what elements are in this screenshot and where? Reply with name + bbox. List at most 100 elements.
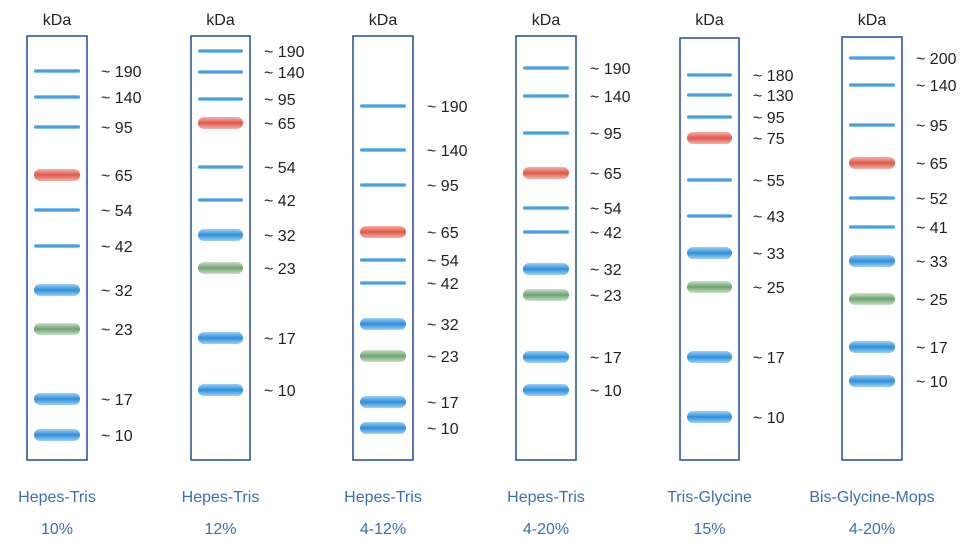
gel-percentage: 12% — [204, 521, 236, 538]
band-25-kda — [687, 281, 732, 293]
band-label: ~ 65 — [916, 156, 948, 173]
band-10-kda — [198, 384, 243, 396]
band-label: ~ 32 — [427, 317, 459, 334]
band-label: ~ 140 — [101, 90, 142, 107]
band-label: ~ 200 — [916, 51, 957, 68]
band-43-kda — [687, 214, 732, 218]
band-label: ~ 25 — [916, 292, 948, 309]
band-190-kda — [198, 49, 243, 53]
band-label: ~ 23 — [427, 349, 459, 366]
band-140-kda — [849, 83, 895, 87]
band-label: ~ 130 — [753, 88, 794, 105]
band-95-kda — [523, 131, 569, 135]
unit-label: kDa — [206, 12, 235, 29]
band-label: ~ 32 — [264, 228, 296, 245]
band-label: ~ 10 — [916, 374, 948, 391]
band-65-kda — [360, 226, 406, 238]
band-190-kda — [523, 66, 569, 70]
buffer-name: Hepes-Tris — [182, 489, 260, 506]
gel-percentage: 15% — [693, 521, 725, 538]
band-23-kda — [360, 350, 406, 362]
band-label: ~ 95 — [753, 110, 785, 127]
band-label: ~ 140 — [427, 143, 468, 160]
band-label: ~ 10 — [101, 428, 133, 445]
band-95-kda — [687, 115, 732, 119]
band-130-kda — [687, 93, 732, 97]
band-75-kda — [687, 132, 732, 144]
band-label: ~ 75 — [753, 131, 785, 148]
unit-label: kDa — [369, 12, 398, 29]
band-33-kda — [849, 255, 895, 267]
band-label: ~ 180 — [753, 68, 794, 85]
band-label: ~ 54 — [590, 201, 622, 218]
band-52-kda — [849, 196, 895, 200]
band-32-kda — [523, 263, 569, 275]
ladder-lanes: kDa ~ 190 ~ 140 ~ 95 ~ 65 ~ 54 ~ 42 ~ 32 ~ 23 ~ 1… — [18, 12, 956, 538]
unit-label: kDa — [695, 12, 724, 29]
band-17-kda — [360, 396, 406, 408]
band-140-kda — [34, 95, 80, 99]
band-42-kda — [34, 244, 80, 248]
gel-percentage: 4-20% — [849, 521, 895, 538]
band-200-kda — [849, 56, 895, 60]
band-23-kda — [523, 289, 569, 301]
band-label: ~ 65 — [101, 168, 133, 185]
band-95-kda — [34, 125, 80, 129]
band-42-kda — [360, 281, 406, 285]
band-label: ~ 43 — [753, 209, 785, 226]
band-23-kda — [34, 323, 80, 335]
band-label: ~ 17 — [753, 350, 785, 367]
band-140-kda — [198, 70, 243, 74]
band-41-kda — [849, 225, 895, 229]
band-label: ~ 17 — [590, 350, 622, 367]
band-label: ~ 95 — [916, 118, 948, 135]
buffer-name: Hepes-Tris — [507, 489, 585, 506]
band-17-kda — [523, 351, 569, 363]
band-190-kda — [34, 69, 80, 73]
band-180-kda — [687, 73, 732, 77]
buffer-name: Hepes-Tris — [344, 489, 422, 506]
band-54-kda — [34, 208, 80, 212]
band-10-kda — [360, 422, 406, 434]
band-label: ~ 23 — [590, 288, 622, 305]
band-label: ~ 140 — [916, 78, 957, 95]
band-label: ~ 190 — [427, 99, 468, 116]
band-95-kda — [198, 97, 243, 101]
band-42-kda — [198, 198, 243, 202]
band-label: ~ 42 — [427, 276, 459, 293]
band-label: ~ 190 — [264, 44, 305, 61]
band-65-kda — [34, 169, 80, 181]
band-95-kda — [360, 183, 406, 187]
band-label: ~ 33 — [753, 246, 785, 263]
band-32-kda — [34, 284, 80, 296]
band-label: ~ 25 — [753, 280, 785, 297]
band-140-kda — [360, 148, 406, 152]
buffer-name: Hepes-Tris — [18, 489, 96, 506]
band-label: ~ 17 — [101, 392, 133, 409]
band-25-kda — [849, 293, 895, 305]
gel-percentage: 4-20% — [523, 521, 569, 538]
band-label: ~ 10 — [590, 383, 622, 400]
ladder-2: kDa ~ 190 ~ 140 ~ 95 ~ 65 ~ 54 ~ 42 ~ 32 ~ 23 ~ 1… — [182, 12, 305, 538]
band-label: ~ 54 — [101, 203, 133, 220]
band-label: ~ 10 — [264, 383, 296, 400]
band-label: ~ 32 — [101, 283, 133, 300]
band-label: ~ 33 — [916, 254, 948, 271]
band-label: ~ 52 — [916, 191, 948, 208]
band-label: ~ 23 — [101, 322, 133, 339]
band-17-kda — [849, 341, 895, 353]
band-label: ~ 55 — [753, 173, 785, 190]
band-label: ~ 65 — [427, 225, 459, 242]
band-42-kda — [523, 230, 569, 234]
band-54-kda — [198, 165, 243, 169]
band-54-kda — [360, 258, 406, 262]
band-label: ~ 140 — [264, 65, 305, 82]
band-54-kda — [523, 206, 569, 210]
band-10-kda — [687, 411, 732, 423]
band-label: ~ 32 — [590, 262, 622, 279]
band-label: ~ 17 — [427, 395, 459, 412]
band-label: ~ 42 — [590, 225, 622, 242]
band-label: ~ 54 — [264, 160, 296, 177]
buffer-name: Bis-Glycine-Mops — [809, 489, 934, 506]
lane-frame — [841, 36, 903, 461]
